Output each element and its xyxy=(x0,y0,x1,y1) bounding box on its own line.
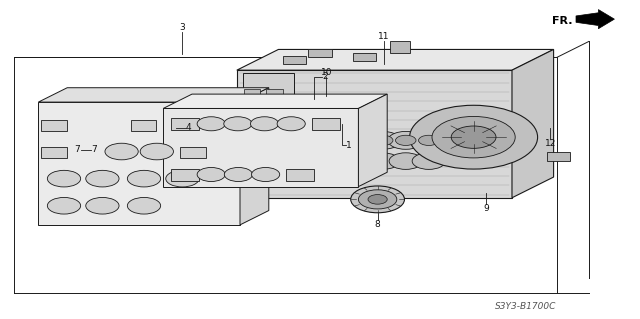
Text: 1: 1 xyxy=(346,141,351,150)
Circle shape xyxy=(297,153,330,169)
Circle shape xyxy=(320,153,353,169)
FancyBboxPatch shape xyxy=(312,118,340,130)
Circle shape xyxy=(368,195,387,204)
Text: S3Y3-B1700C: S3Y3-B1700C xyxy=(495,302,557,311)
Polygon shape xyxy=(308,49,332,57)
FancyBboxPatch shape xyxy=(286,169,314,181)
Polygon shape xyxy=(163,108,358,187)
Circle shape xyxy=(86,170,119,187)
Circle shape xyxy=(358,190,397,209)
Bar xyxy=(243,73,294,112)
FancyBboxPatch shape xyxy=(180,147,206,158)
FancyBboxPatch shape xyxy=(171,169,199,181)
Polygon shape xyxy=(240,88,269,225)
Circle shape xyxy=(451,126,496,148)
Circle shape xyxy=(343,153,376,169)
Polygon shape xyxy=(283,56,306,64)
Circle shape xyxy=(342,131,378,149)
Text: FR.: FR. xyxy=(552,16,573,26)
Circle shape xyxy=(389,153,422,169)
Polygon shape xyxy=(237,70,512,198)
FancyBboxPatch shape xyxy=(171,118,199,130)
Text: 7: 7 xyxy=(91,145,97,154)
Text: 11: 11 xyxy=(378,33,390,41)
FancyBboxPatch shape xyxy=(244,102,260,108)
Circle shape xyxy=(326,135,347,145)
Polygon shape xyxy=(512,49,554,198)
Circle shape xyxy=(127,170,161,187)
Circle shape xyxy=(252,167,280,182)
Circle shape xyxy=(86,197,119,214)
Polygon shape xyxy=(38,88,269,102)
Circle shape xyxy=(349,135,370,145)
Text: 9: 9 xyxy=(484,204,489,213)
Text: 10: 10 xyxy=(321,68,332,77)
FancyBboxPatch shape xyxy=(244,89,260,96)
Circle shape xyxy=(365,131,401,149)
Polygon shape xyxy=(353,53,376,61)
FancyBboxPatch shape xyxy=(41,120,67,131)
Circle shape xyxy=(419,135,439,145)
Text: 3: 3 xyxy=(180,23,185,32)
Circle shape xyxy=(140,143,173,160)
Polygon shape xyxy=(576,10,614,29)
Circle shape xyxy=(225,167,253,182)
Circle shape xyxy=(351,186,404,213)
Polygon shape xyxy=(237,49,554,70)
Circle shape xyxy=(105,143,138,160)
Polygon shape xyxy=(358,94,387,187)
Circle shape xyxy=(411,131,447,149)
Circle shape xyxy=(296,131,332,149)
Circle shape xyxy=(366,153,399,169)
Polygon shape xyxy=(390,41,410,53)
Text: 8: 8 xyxy=(375,220,380,229)
Text: 7: 7 xyxy=(74,145,80,154)
Polygon shape xyxy=(38,102,240,225)
Circle shape xyxy=(396,135,416,145)
Polygon shape xyxy=(163,94,387,108)
FancyBboxPatch shape xyxy=(131,120,156,131)
Polygon shape xyxy=(547,152,570,161)
Text: 2: 2 xyxy=(322,72,328,81)
Circle shape xyxy=(277,117,305,131)
Circle shape xyxy=(372,135,393,145)
Text: 12: 12 xyxy=(545,139,556,148)
FancyBboxPatch shape xyxy=(41,147,67,158)
Circle shape xyxy=(303,135,324,145)
Circle shape xyxy=(127,197,161,214)
Circle shape xyxy=(47,170,81,187)
Circle shape xyxy=(197,117,225,131)
Circle shape xyxy=(224,117,252,131)
Text: 4: 4 xyxy=(186,123,191,132)
FancyBboxPatch shape xyxy=(266,89,283,96)
Circle shape xyxy=(412,153,445,169)
Circle shape xyxy=(197,167,225,182)
Circle shape xyxy=(410,105,538,169)
Circle shape xyxy=(166,170,199,187)
FancyBboxPatch shape xyxy=(266,102,283,108)
Circle shape xyxy=(388,131,424,149)
Circle shape xyxy=(47,197,81,214)
Circle shape xyxy=(319,131,355,149)
Circle shape xyxy=(432,116,515,158)
Circle shape xyxy=(250,117,278,131)
